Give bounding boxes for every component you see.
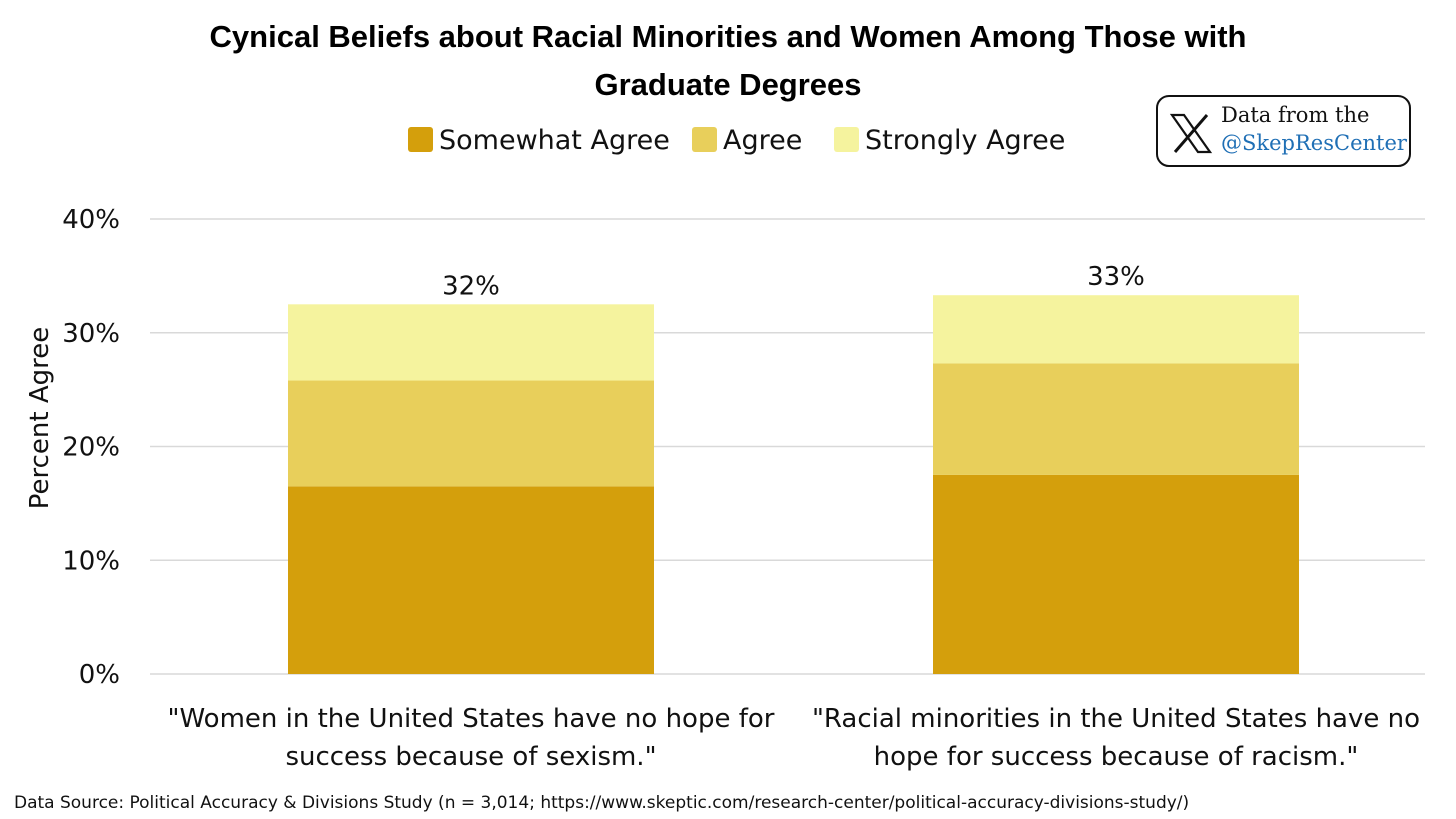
y-tick-label: 0% [79,660,120,690]
chart-title-line-1: Cynical Beliefs about Racial Minorities … [210,19,1247,54]
legend: Somewhat Agree Agree Strongly Agree [408,125,1065,156]
data-source-badge: Data from the @SkepResCenter [1156,95,1411,167]
total-labels: 32% 33% [442,262,1145,301]
y-axis-label: Percent Agree [25,327,55,510]
legend-label: Somewhat Agree [439,125,670,156]
bar-segment-strongly-agree [288,304,654,381]
category-label: "Women in the United States have no hope… [168,704,775,734]
badge-line-1: Data from the [1221,103,1369,127]
y-tick-label: 10% [62,546,120,576]
y-tick-label: 20% [62,433,120,463]
bar-segment-somewhat-agree [288,486,654,674]
legend-swatch [834,127,859,152]
category-label: "Racial minorities in the United States … [812,704,1420,734]
bar-total-label: 33% [1087,262,1145,292]
x-logo-icon [1169,113,1213,154]
bar-segment-strongly-agree [933,295,1299,364]
y-tick-label: 40% [62,205,120,235]
bar-segment-agree [288,380,654,487]
category-label: success because of sexism." [285,742,656,772]
data-source-note: Data Source: Political Accuracy & Divisi… [14,793,1189,813]
chart-title: Cynical Beliefs about Racial Minorities … [210,19,1247,102]
badge-frame [1156,95,1411,167]
legend-label: Strongly Agree [865,125,1065,156]
legend-swatch [408,127,433,152]
legend-label: Agree [723,125,802,156]
bar-segment-agree [933,363,1299,475]
chart-title-line-2: Graduate Degrees [594,67,861,102]
y-axis-ticks: 0% 10% 20% 30% 40% [62,205,120,690]
badge-handle: @SkepResCenter [1221,131,1408,155]
bar-segment-somewhat-agree [933,474,1299,674]
category-label: hope for success because of racism." [874,742,1359,772]
legend-swatch [692,127,717,152]
bars [288,295,1299,674]
category-labels: "Women in the United States have no hope… [168,704,1421,772]
bar-total-label: 32% [442,271,500,301]
y-tick-label: 30% [62,319,120,349]
